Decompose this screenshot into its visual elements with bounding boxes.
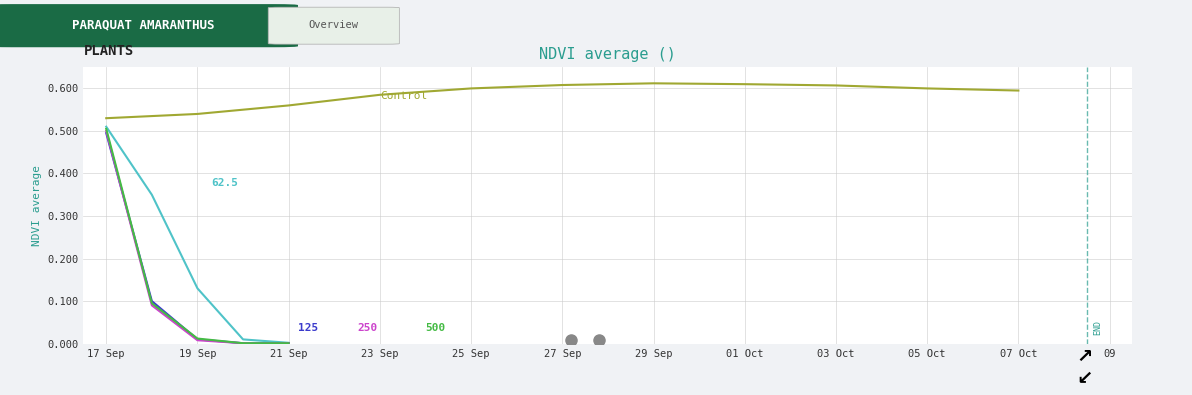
Text: 500: 500 [426, 323, 446, 333]
Text: 125: 125 [298, 323, 318, 333]
Text: 62.5: 62.5 [211, 178, 238, 188]
Text: PLANTS: PLANTS [83, 44, 134, 58]
Text: Control: Control [380, 91, 427, 101]
FancyBboxPatch shape [0, 4, 298, 47]
Text: Overview: Overview [309, 20, 359, 30]
Text: END: END [1093, 320, 1103, 335]
Text: 250: 250 [358, 323, 378, 333]
Title: NDVI average (): NDVI average () [540, 47, 676, 62]
Text: ↗
↙: ↗ ↙ [1076, 347, 1093, 388]
Y-axis label: NDVI average: NDVI average [32, 165, 42, 246]
FancyBboxPatch shape [268, 7, 399, 44]
Text: PARAQUAT AMARANTHUS: PARAQUAT AMARANTHUS [72, 18, 215, 31]
